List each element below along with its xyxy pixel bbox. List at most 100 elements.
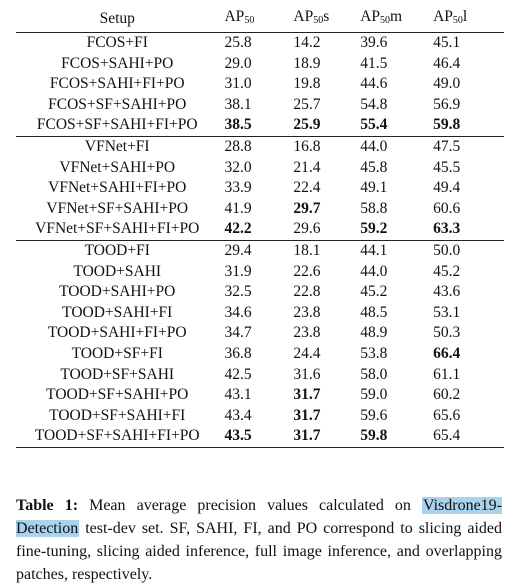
header-sub: 50 (452, 14, 463, 26)
ap50m-value: 45.8 (360, 158, 388, 176)
ap50-value: 42.2 (224, 220, 252, 238)
ap50m-value: 44.6 (360, 75, 388, 93)
ap50l-value: 65.4 (433, 427, 461, 445)
header-ap50m: AP50m (360, 6, 434, 33)
ap50-cell: 42.5 (218, 365, 293, 386)
setup-name: TOOD+SF+SAHI (60, 365, 175, 383)
ap50l-cell: 47.5 (433, 136, 504, 157)
ap50l-value: 45.5 (433, 158, 461, 176)
ap50l-cell: 49.4 (433, 178, 504, 199)
ap50-cell: 31.9 (218, 262, 293, 283)
setup-cell: TOOD+SF+SAHI+FI (16, 406, 218, 427)
table-row: FCOS+FI 25.8 14.2 39.6 45.1 (16, 33, 504, 54)
ap50l-cell: 61.1 (433, 365, 504, 386)
ap50l-cell: 46.4 (433, 54, 504, 75)
ap50-value: 43.1 (224, 386, 252, 404)
ap50m-cell: 48.5 (360, 303, 433, 324)
ap50m-value: 44.0 (360, 262, 388, 280)
ap50-cell: 38.5 (218, 115, 294, 137)
ap50l-cell: 59.8 (433, 115, 504, 137)
ap50l-value: 63.3 (433, 220, 461, 238)
ap50m-value: 44.1 (360, 241, 388, 259)
setup-cell: VFNet+SF+SAHI+PO (16, 199, 218, 220)
setup-cell: TOOD+SAHI+PO (16, 282, 218, 303)
table-caption: Table 1: Mean average precision values c… (16, 494, 503, 586)
table-row: TOOD+SF+SAHI+FI 43.4 31.7 59.6 65.6 (16, 406, 504, 427)
ap50s-value: 31.7 (293, 406, 321, 424)
ap50s-value: 24.4 (293, 344, 321, 362)
setup-cell: VFNet+FI (16, 136, 218, 157)
ap50l-cell: 45.1 (433, 33, 504, 54)
setup-name: FCOS+SF+SAHI+FI+PO (36, 116, 198, 134)
ap50s-value: 22.6 (293, 262, 321, 280)
ap50l-value: 56.9 (433, 95, 461, 113)
ap50-cell: 43.4 (218, 406, 293, 427)
header-ap50l: AP50l (433, 6, 504, 33)
setup-cell: TOOD+SAHI (16, 262, 218, 283)
ap50s-cell: 22.6 (293, 262, 360, 283)
ap50s-cell: 16.8 (293, 136, 360, 157)
ap50m-cell: 59.2 (360, 219, 434, 241)
setup-name: TOOD+SF+SAHI+FI+PO (34, 427, 200, 445)
ap50s-value: 14.2 (293, 34, 321, 52)
ap50-value: 25.8 (224, 34, 252, 52)
setup-name: TOOD+SAHI+PO (59, 283, 176, 301)
setup-cell: TOOD+SF+SAHI+PO (16, 385, 218, 406)
ap50l-value: 49.4 (433, 179, 461, 197)
ap50-cell: 29.0 (218, 54, 293, 75)
table-row: TOOD+SAHI+FI 34.6 23.8 48.5 53.1 (16, 303, 504, 324)
ap50-cell: 41.9 (218, 199, 293, 220)
ap50-value: 38.1 (224, 95, 252, 113)
table-row: FCOS+SF+SAHI+PO 38.1 25.7 54.8 56.9 (16, 95, 504, 116)
ap50m-cell: 59.8 (360, 426, 434, 448)
ap50l-value: 47.5 (433, 138, 461, 156)
header-ap-text: AP (433, 7, 453, 25)
table-row: VFNet+SAHI+FI+PO 33.9 22.4 49.1 49.4 (16, 178, 504, 199)
ap50-value: 43.5 (224, 427, 252, 445)
ap50l-cell: 63.3 (433, 219, 504, 241)
setup-cell: TOOD+SAHI+FI+PO (16, 323, 218, 344)
ap50s-value: 22.4 (293, 179, 321, 197)
setup-name: VFNet+FI (84, 138, 150, 156)
table-row: TOOD+SF+SAHI 42.5 31.6 58.0 61.1 (16, 365, 504, 386)
ap50m-cell: 59.6 (360, 406, 433, 427)
ap50-value: 33.9 (224, 179, 252, 197)
header-setup-label: Setup (99, 9, 135, 27)
ap50m-cell: 44.0 (360, 262, 433, 283)
ap50m-value: 48.5 (360, 303, 388, 321)
ap50s-cell: 14.2 (293, 33, 360, 54)
table-header-row: Setup AP50 AP50s AP50m AP50l (16, 6, 504, 33)
ap50m-cell: 39.6 (360, 33, 433, 54)
ap50m-value: 59.8 (360, 427, 388, 445)
ap50m-cell: 55.4 (360, 115, 434, 137)
ap50s-value: 31.6 (293, 365, 321, 383)
ap50s-cell: 25.9 (293, 115, 361, 137)
ap50-cell: 34.6 (218, 303, 293, 324)
ap50l-value: 66.4 (433, 344, 461, 362)
header-ap-text: AP (360, 7, 381, 25)
ap50-value: 31.0 (224, 75, 252, 93)
ap50l-value: 53.1 (433, 303, 461, 321)
caption-label: Table 1: (16, 497, 78, 514)
table-row: TOOD+SF+SAHI+PO 43.1 31.7 59.0 60.2 (16, 385, 504, 406)
ap50s-value: 21.4 (293, 158, 321, 176)
setup-name: TOOD+SF+SAHI+FI (49, 406, 186, 424)
setup-name: VFNet+SF+SAHI+PO (46, 199, 189, 217)
ap50-value: 29.0 (224, 54, 252, 72)
ap50s-value: 29.6 (293, 220, 321, 238)
ap50s-value: 18.9 (293, 54, 321, 72)
header-sub: 50 (313, 14, 324, 26)
ap50m-value: 54.8 (360, 95, 388, 113)
ap50-value: 34.7 (224, 324, 252, 342)
ap50-value: 42.5 (224, 365, 252, 383)
setup-cell: VFNet+SAHI+FI+PO (16, 178, 218, 199)
ap50-cell: 42.2 (218, 219, 294, 241)
header-suffix: s (323, 7, 330, 25)
setup-name: TOOD+SAHI+FI (62, 303, 173, 321)
header-sub: 50 (380, 14, 391, 26)
ap50-cell: 43.1 (218, 385, 293, 406)
setup-name: FCOS+SAHI+PO (61, 54, 174, 72)
setup-cell: FCOS+SF+SAHI+PO (16, 95, 218, 116)
table-row: TOOD+SAHI+PO 32.5 22.8 45.2 43.6 (16, 282, 504, 303)
